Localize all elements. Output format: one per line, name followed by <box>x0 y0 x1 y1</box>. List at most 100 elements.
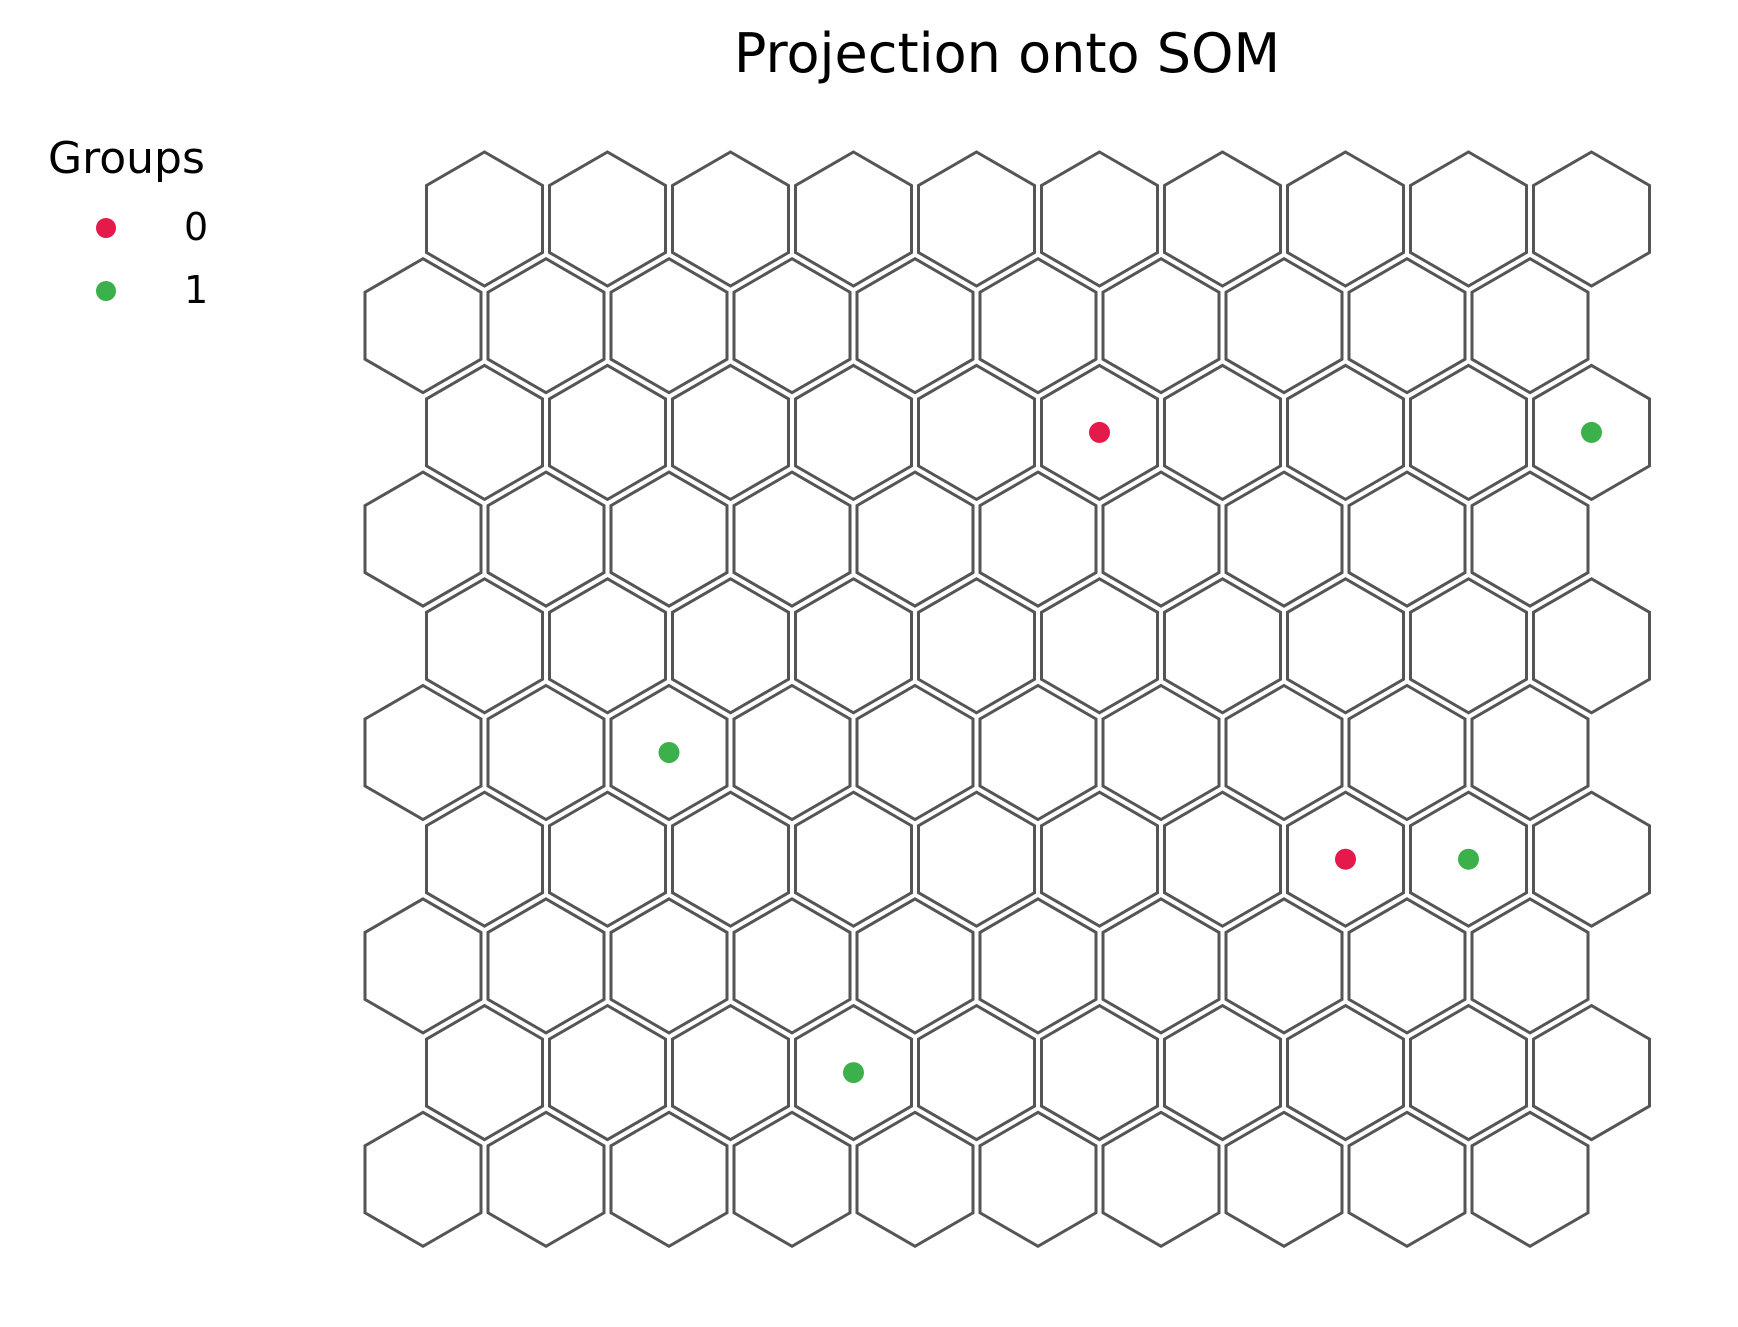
hex-cell-r2-c8 <box>1409 363 1528 502</box>
hex-grid <box>363 150 1651 1249</box>
hex-cell-r3-c1 <box>486 470 606 608</box>
hex-cell-r4-c9 <box>1532 577 1651 715</box>
hex-cell-r4-c5 <box>1040 577 1159 715</box>
hex-cell-r7-c0 <box>363 897 483 1035</box>
hex-cell-r9-c3 <box>732 1110 852 1249</box>
hex-cell-r4-c7 <box>1286 577 1405 715</box>
hex-cell-r2-c5 <box>1040 363 1159 502</box>
hex-cell-r1-c7 <box>1224 256 1344 395</box>
hex-cell-r1-c8 <box>1347 256 1467 395</box>
hex-cell-r8-c6 <box>1163 1003 1282 1142</box>
hex-cell-r2-c3 <box>794 363 913 502</box>
hex-cell-r9-c6 <box>1101 1110 1221 1249</box>
hex-cell-r9-c8 <box>1347 1110 1467 1249</box>
hex-cell-r6-c3 <box>794 790 913 928</box>
hex-cell-r3-c3 <box>732 470 852 608</box>
hex-cell-r7-c4 <box>855 897 975 1035</box>
hex-cell-r8-c3 <box>794 1003 913 1142</box>
hex-cell-r9-c9 <box>1470 1110 1590 1249</box>
point-group-0-r6-c7 <box>1335 848 1356 870</box>
hex-cell-r5-c1 <box>486 683 606 822</box>
hex-cell-r7-c1 <box>486 897 606 1035</box>
hex-cell-r5-c2 <box>609 683 729 822</box>
hex-cell-r4-c3 <box>794 577 913 715</box>
hex-cell-r6-c0 <box>425 790 544 928</box>
hex-cell-r1-c2 <box>609 256 729 395</box>
hex-cell-r2-c6 <box>1163 363 1282 502</box>
hex-cell-r6-c6 <box>1163 790 1282 928</box>
hex-cell-r7-c6 <box>1101 897 1221 1035</box>
hex-cell-r0-c0 <box>425 150 544 288</box>
hex-cell-r2-c9 <box>1532 363 1651 502</box>
hex-cell-r8-c5 <box>1040 1003 1159 1142</box>
hex-cell-r0-c9 <box>1532 150 1651 288</box>
hex-cell-r3-c5 <box>978 470 1098 608</box>
hex-cell-r0-c7 <box>1286 150 1405 288</box>
hex-cell-r1-c0 <box>363 256 483 395</box>
data-points <box>658 421 1602 1084</box>
hex-cell-r2-c1 <box>548 363 667 502</box>
hex-cell-r0-c5 <box>1040 150 1159 288</box>
hex-cell-r6-c7 <box>1286 790 1405 928</box>
hex-cell-r3-c0 <box>363 470 483 608</box>
hex-cell-r3-c6 <box>1101 470 1221 608</box>
hex-cell-r6-c8 <box>1409 790 1528 928</box>
hex-cell-r9-c7 <box>1224 1110 1344 1249</box>
hex-cell-r3-c8 <box>1347 470 1467 608</box>
hex-cell-r0-c3 <box>794 150 913 288</box>
point-group-1-r2-c9 <box>1581 421 1602 443</box>
hex-cell-r9-c0 <box>363 1110 483 1249</box>
chart-title: Projection onto SOM <box>734 22 1280 85</box>
hex-cell-r1-c9 <box>1470 256 1590 395</box>
hex-cell-r1-c5 <box>978 256 1098 395</box>
legend: Groups 0 1 <box>48 133 208 312</box>
legend-marker-group-0 <box>96 218 116 238</box>
hex-cell-r8-c7 <box>1286 1003 1405 1142</box>
hex-cell-r7-c8 <box>1347 897 1467 1035</box>
hex-cell-r0-c1 <box>548 150 667 288</box>
hex-cell-r0-c6 <box>1163 150 1282 288</box>
legend-label-group-1: 1 <box>184 268 208 312</box>
hex-cell-r3-c7 <box>1224 470 1344 608</box>
hex-cell-r0-c2 <box>671 150 790 288</box>
hex-cell-r4-c4 <box>917 577 1036 715</box>
hex-cell-r4-c6 <box>1163 577 1282 715</box>
hex-cell-r8-c4 <box>917 1003 1036 1142</box>
legend-marker-group-1 <box>96 281 116 301</box>
hex-cell-r8-c1 <box>548 1003 667 1142</box>
hex-cell-r5-c8 <box>1347 683 1467 822</box>
hex-cell-r2-c2 <box>671 363 790 502</box>
hex-cell-r2-c7 <box>1286 363 1405 502</box>
hex-cell-r2-c0 <box>425 363 544 502</box>
hex-cell-r5-c5 <box>978 683 1098 822</box>
hex-cell-r5-c7 <box>1224 683 1344 822</box>
hex-cell-r0-c8 <box>1409 150 1528 288</box>
hex-cell-r0-c4 <box>917 150 1036 288</box>
hex-cell-r1-c3 <box>732 256 852 395</box>
hex-cell-r9-c5 <box>978 1110 1098 1249</box>
hex-cell-r5-c6 <box>1101 683 1221 822</box>
hex-cell-r8-c9 <box>1532 1003 1651 1142</box>
hex-cell-r9-c4 <box>855 1110 975 1249</box>
point-group-1-r8-c3 <box>843 1062 864 1084</box>
hex-cell-r7-c9 <box>1470 897 1590 1035</box>
hex-cell-r1-c1 <box>486 256 606 395</box>
hex-cell-r9-c2 <box>609 1110 729 1249</box>
hex-cell-r1-c4 <box>855 256 975 395</box>
point-group-1-r5-c2 <box>658 742 680 763</box>
hex-cell-r8-c0 <box>425 1003 544 1142</box>
hex-cell-r7-c5 <box>978 897 1098 1035</box>
hex-cell-r8-c8 <box>1409 1003 1528 1142</box>
hex-cell-r6-c9 <box>1532 790 1651 928</box>
hex-cell-r4-c2 <box>671 577 790 715</box>
hex-cell-r6-c4 <box>917 790 1036 928</box>
hex-cell-r3-c2 <box>609 470 729 608</box>
hex-cell-r5-c9 <box>1470 683 1590 822</box>
point-group-1-r6-c8 <box>1458 848 1479 870</box>
hex-cell-r6-c2 <box>671 790 790 928</box>
point-group-0-r2-c5 <box>1089 421 1110 443</box>
hex-cell-r8-c2 <box>671 1003 790 1142</box>
hex-cell-r7-c7 <box>1224 897 1344 1035</box>
hex-cell-r6-c5 <box>1040 790 1159 928</box>
hex-cell-r7-c2 <box>609 897 729 1035</box>
